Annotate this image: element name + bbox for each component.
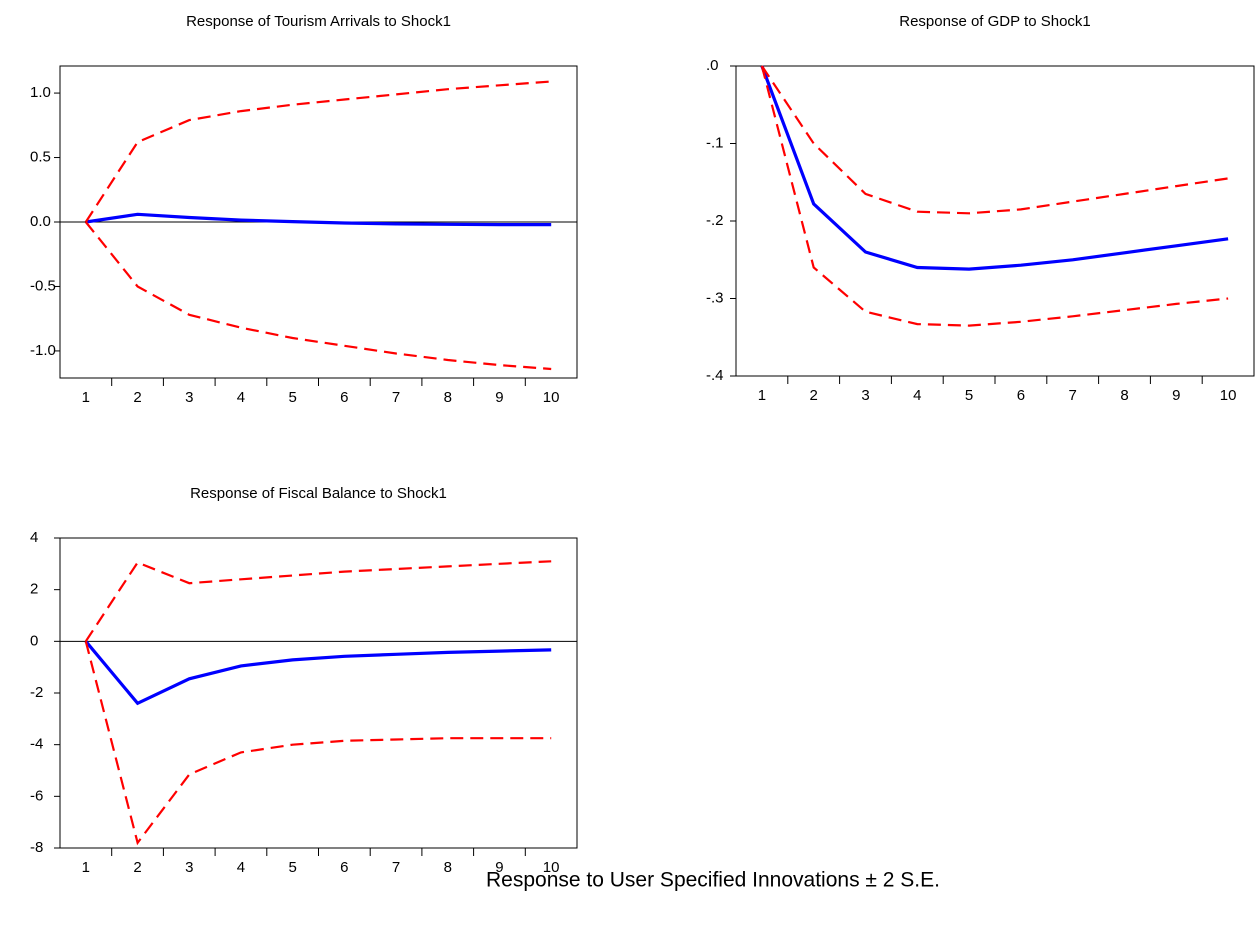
x-tick-label: 7 bbox=[392, 389, 400, 406]
y-tick-label: .0 bbox=[706, 57, 719, 74]
x-tick-label: 2 bbox=[133, 859, 141, 876]
y-tick-label: 0.0 bbox=[30, 213, 51, 230]
x-tick-label: 2 bbox=[810, 387, 818, 404]
x-tick-label: 6 bbox=[340, 859, 348, 876]
x-tick-label: 6 bbox=[340, 389, 348, 406]
x-tick-label: 5 bbox=[965, 387, 973, 404]
y-tick-label: -.1 bbox=[706, 134, 724, 151]
y-tick-label: -.4 bbox=[706, 367, 724, 384]
x-tick-label: 7 bbox=[1069, 387, 1077, 404]
x-tick-label: 4 bbox=[237, 389, 245, 406]
confidence-band-line bbox=[84, 560, 552, 642]
subplot-title: Response of Tourism Arrivals to Shock1 bbox=[186, 13, 451, 30]
response-line bbox=[85, 212, 552, 227]
x-tick-label: 6 bbox=[1017, 387, 1025, 404]
y-tick-label: -2 bbox=[30, 684, 43, 701]
x-tick-label: 9 bbox=[495, 859, 503, 876]
x-tick-label: 5 bbox=[288, 389, 296, 406]
y-tick-label: 2 bbox=[30, 581, 38, 598]
y-tick-label: -.3 bbox=[706, 289, 724, 306]
x-tick-label: 1 bbox=[82, 389, 90, 406]
confidence-band-line bbox=[84, 80, 552, 223]
y-tick-label: 4 bbox=[30, 529, 38, 546]
y-tick-label: -1.0 bbox=[30, 342, 56, 359]
subplot-title: Response of GDP to Shock1 bbox=[899, 13, 1091, 30]
x-tick-label: 4 bbox=[237, 859, 245, 876]
y-tick-label: -.2 bbox=[706, 212, 724, 229]
x-tick-label: 1 bbox=[82, 859, 90, 876]
response-line bbox=[760, 65, 1229, 271]
x-tick-label: 9 bbox=[495, 389, 503, 406]
y-tick-label: -8 bbox=[30, 839, 43, 856]
x-tick-label: 10 bbox=[1220, 387, 1237, 404]
x-tick-label: 8 bbox=[1120, 387, 1128, 404]
subplot-title: Response of Fiscal Balance to Shock1 bbox=[190, 485, 447, 502]
x-tick-label: 3 bbox=[861, 387, 869, 404]
y-tick-label: -0.5 bbox=[30, 277, 56, 294]
x-tick-label: 1 bbox=[758, 387, 766, 404]
x-tick-label: 5 bbox=[288, 859, 296, 876]
confidence-band-line bbox=[760, 65, 1229, 215]
y-tick-label: 1.0 bbox=[30, 84, 51, 101]
x-tick-label: 10 bbox=[543, 389, 560, 406]
subplot: Response of GDP to Shock1 -.4 -.3 -.2 -.1 .0 1… bbox=[706, 13, 1255, 404]
x-tick-label: 8 bbox=[444, 859, 452, 876]
confidence-band-line bbox=[84, 641, 552, 846]
x-tick-label: 3 bbox=[185, 389, 193, 406]
confidence-band-line bbox=[760, 65, 1229, 327]
y-tick-label: -4 bbox=[30, 736, 43, 753]
figure-caption: Response to User Specified Innovations ±… bbox=[486, 869, 940, 892]
x-tick-label: 8 bbox=[444, 389, 452, 406]
plot-frame bbox=[59, 537, 578, 849]
y-tick-label: 0 bbox=[30, 632, 38, 649]
y-tick-label: -6 bbox=[30, 787, 43, 804]
response-line bbox=[84, 640, 552, 706]
subplot: Response of Fiscal Balance to Shock1 -8 -6… bbox=[30, 485, 578, 876]
y-tick-label: 0.5 bbox=[30, 149, 51, 166]
confidence-band-line bbox=[84, 221, 552, 371]
x-tick-label: 4 bbox=[913, 387, 921, 404]
x-tick-label: 3 bbox=[185, 859, 193, 876]
x-tick-label: 7 bbox=[392, 859, 400, 876]
x-tick-label: 10 bbox=[543, 859, 560, 876]
x-tick-label: 2 bbox=[133, 389, 141, 406]
x-tick-label: 9 bbox=[1172, 387, 1180, 404]
subplot: Response of Tourism Arrivals to Shock1 -1… bbox=[30, 13, 578, 406]
plot-frame bbox=[735, 65, 1255, 377]
